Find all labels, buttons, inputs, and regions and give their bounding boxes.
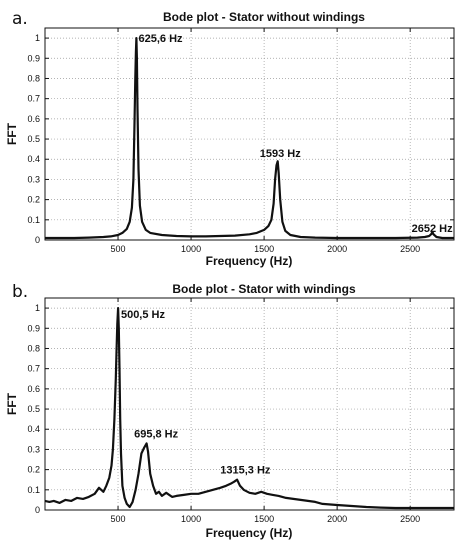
y-tick-label: 0.1 [27, 215, 40, 225]
y-tick-label: 0.9 [27, 323, 40, 333]
x-tick-label: 1500 [254, 244, 274, 254]
y-tick-label: 0.6 [27, 114, 40, 124]
y-tick-label: 0.2 [27, 465, 40, 475]
x-tick-label: 2000 [327, 514, 347, 524]
y-tick-label: 0.9 [27, 53, 40, 63]
chart-title-b: Bode plot - Stator with windings [172, 282, 356, 296]
y-tick-label: 0.4 [27, 154, 40, 164]
x-tick-label: 1000 [181, 514, 201, 524]
x-axis-label-b: Frequency (Hz) [206, 526, 293, 540]
y-axis-label-b: FFT [5, 392, 19, 415]
y-tick-label: 0.3 [27, 444, 40, 454]
chart-panel-a: a. Bode plot - Stator without windings 5… [5, 9, 455, 268]
x-tick-label: 500 [111, 514, 126, 524]
x-tick-label: 2500 [400, 244, 420, 254]
x-tick-label: 500 [111, 244, 126, 254]
panel-label-a: a. [12, 9, 28, 29]
chart-title-a: Bode plot - Stator without windings [163, 10, 365, 24]
fft-response-line [45, 37, 454, 240]
plot-frame-b [44, 297, 455, 511]
y-tick-label: 0.2 [27, 195, 40, 205]
y-tick-label: 0.7 [27, 94, 40, 104]
peak-annotation: 1593 Hz [260, 148, 301, 160]
y-tick-label: 0.1 [27, 485, 40, 495]
y-tick-label: 1 [35, 33, 40, 43]
y-tick-label: 0.5 [27, 404, 40, 414]
y-tick-label: 0.3 [27, 174, 40, 184]
peak-annotation: 500,5 Hz [121, 309, 166, 321]
y-tick-label: 0.7 [27, 364, 40, 374]
x-tick-label: 1500 [254, 514, 274, 524]
panel-label-b: b. [12, 282, 28, 302]
plot-frame-a [44, 27, 455, 241]
y-tick-label: 0 [35, 505, 40, 515]
peak-annotation: 2652 Hz [412, 223, 453, 235]
peak-annotation: 695,8 Hz [134, 428, 179, 440]
x-axis-label-a: Frequency (Hz) [206, 254, 293, 268]
y-tick-label: 0.8 [27, 343, 40, 353]
peak-annotation: 1315,3 Hz [220, 465, 271, 477]
y-tick-label: 0 [35, 235, 40, 245]
y-tick-label: 0.4 [27, 424, 40, 434]
y-tick-label: 1 [35, 303, 40, 313]
x-tick-label: 2500 [400, 514, 420, 524]
x-tick-label: 1000 [181, 244, 201, 254]
y-tick-label: 0.6 [27, 384, 40, 394]
y-tick-label: 0.8 [27, 73, 40, 83]
fft-response-line [44, 307, 454, 510]
peak-annotation: 625,6 Hz [138, 33, 183, 45]
x-tick-label: 2000 [327, 244, 347, 254]
y-tick-label: 0.5 [27, 134, 40, 144]
chart-panel-b: b. Bode plot - Stator with windings 500 1… [5, 282, 455, 540]
y-axis-label-a: FFT [5, 122, 19, 145]
